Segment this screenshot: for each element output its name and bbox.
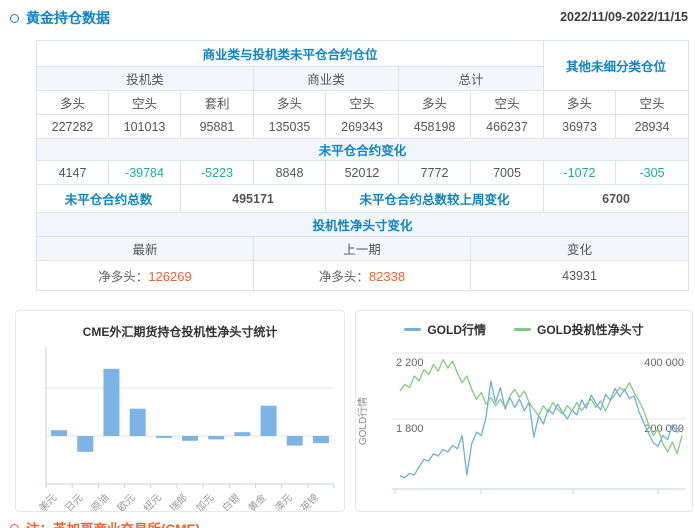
subgroup-commercial: 商业类 (253, 66, 399, 91)
table-row: 净多头：126269 净多头：82338 43931 (36, 260, 690, 291)
charts-row: CME外汇期货持仓投机性净头寸统计 美元 日元 原油 欧元 纽元 瑞郎 加元 白银 黄金 澳元 英镑… (15, 310, 693, 512)
col-header: 空头 (615, 90, 690, 115)
net-col-header-latest: 最新 (36, 236, 254, 261)
change-value: 7772 (398, 160, 471, 185)
line-chart-panel: GOLD行情 GOLD投机性净头寸 2 200 1 800 400 000 200 0… (355, 310, 693, 512)
change-value: -1072 (543, 160, 617, 185)
positions-table: 商业类与投机类未平仓合约仓位 其他未细分类仓位 投机类 商业类 总计 多头 空头… (35, 40, 690, 291)
footnote: 注：芝加哥商业交易所(CME) (10, 518, 200, 528)
col-header: 多头 (398, 90, 471, 115)
table-row: 投机性净头寸变化 (35, 212, 690, 237)
legend-item-gold-price: GOLD行情 (404, 321, 486, 338)
net-change-value: 43931 (469, 260, 690, 291)
open-interest-value: 269343 (325, 114, 399, 139)
table-row: 未平仓合约总数 495171 未平仓合约总数较上周变化 6700 (36, 184, 690, 213)
net-latest-label: 净多头： (98, 270, 149, 284)
open-interest-value: 227282 (36, 114, 109, 139)
legend-item-net-position: GOLD投机性净头寸 (514, 321, 644, 338)
svg-text:纽元: 纽元 (141, 491, 164, 512)
change-value: -39784 (108, 160, 181, 185)
open-interest-value: 28934 (615, 114, 690, 139)
svg-text:英镑: 英镑 (298, 491, 321, 512)
net-latest-cell: 净多头：126269 (36, 260, 254, 291)
svg-text:原油: 原油 (88, 491, 111, 512)
net-section-header: 投机性净头寸变化 (35, 212, 690, 237)
net-previous-cell: 净多头：82338 (253, 260, 471, 291)
table-row: 未平仓合约变化 (35, 138, 690, 161)
col-header: 多头 (36, 90, 109, 115)
col-header: 套利 (180, 90, 254, 115)
table-row: 227282 101013 95881 135035 269343 458198… (36, 114, 690, 139)
page-title-text: 黄金持仓数据 (26, 10, 110, 26)
line-chart-legend: GOLD行情 GOLD投机性净头寸 (356, 311, 692, 339)
svg-text:400 000: 400 000 (644, 357, 684, 369)
net-prev-value: 82338 (368, 269, 406, 284)
table-row: 最新 上一期 变化 (36, 236, 690, 261)
open-interest-value: 101013 (108, 114, 181, 139)
subgroup-speculative: 投机类 (36, 66, 254, 91)
svg-text:日元: 日元 (63, 492, 85, 512)
svg-text:加元: 加元 (194, 492, 217, 512)
table-row: 商业类与投机类未平仓合约仓位 其他未细分类仓位 (35, 40, 690, 91)
net-prev-label: 净多头： (318, 270, 369, 284)
svg-text:黄金: 黄金 (245, 491, 268, 512)
col-header: 多头 (543, 90, 617, 115)
total-value: 495171 (180, 184, 326, 213)
bar-chart: 美元 日元 原油 欧元 纽元 瑞郎 加元 白银 黄金 澳元 英镑 (36, 347, 335, 512)
col-header: 空头 (325, 90, 399, 115)
open-interest-value: 36973 (543, 114, 617, 139)
col-header: 空头 (108, 90, 181, 115)
report-header: 黄金持仓数据 2022/11/09-2022/11/15 (10, 8, 688, 32)
total-label: 未平仓合约总数 (36, 184, 181, 213)
open-interest-value: 466237 (469, 114, 545, 139)
legend-label: GOLD投机性净头寸 (537, 322, 644, 337)
svg-text:白银: 白银 (219, 491, 242, 512)
change-value: 7005 (469, 160, 545, 185)
svg-text:欧元: 欧元 (115, 492, 138, 512)
table-row: 4147 -39784 -5223 8848 52012 7772 7005 -… (36, 160, 690, 185)
svg-text:美元: 美元 (36, 491, 59, 512)
open-interest-value: 135035 (253, 114, 326, 139)
total-change-value: 6700 (543, 184, 690, 213)
bar-chart-title: CME外汇期货持仓投机性净头寸统计 (82, 325, 278, 339)
bar-chart-panel: CME外汇期货持仓投机性净头寸统计 美元 日元 原油 欧元 纽元 瑞郎 加元 白银 黄金 澳元 英镑 (15, 310, 345, 512)
page-title: 黄金持仓数据 (10, 8, 688, 28)
net-col-header-previous: 上一期 (253, 236, 471, 261)
group-header-right: 其他未细分类仓位 (543, 40, 690, 91)
svg-text:1 800: 1 800 (396, 423, 424, 435)
line-chart: 2 200 1 800 400 000 200 000 GOLD行情 (356, 352, 686, 494)
legend-label: GOLD行情 (427, 322, 486, 337)
net-latest-value: 126269 (148, 269, 192, 284)
change-section-header: 未平仓合约变化 (35, 138, 690, 161)
table-row: 多头 空头 套利 多头 空头 多头 空头 多头 空头 (36, 90, 690, 115)
blue-line-swatch-icon (404, 327, 422, 331)
change-value: 8848 (253, 160, 326, 185)
open-interest-value: 458198 (398, 114, 471, 139)
change-value: -5223 (180, 160, 254, 185)
svg-text:200 000: 200 000 (644, 423, 684, 435)
bullet-circle-icon (10, 13, 19, 23)
bullet-circle-icon (10, 523, 19, 528)
open-interest-value: 95881 (180, 114, 254, 139)
net-col-header-change: 变化 (469, 236, 690, 261)
svg-text:GOLD行情: GOLD行情 (356, 397, 369, 445)
green-line-swatch-icon (514, 327, 531, 331)
col-header: 空头 (469, 90, 545, 115)
date-range: 2022/11/09-2022/11/15 (560, 10, 688, 24)
svg-text:瑞郎: 瑞郎 (167, 491, 190, 512)
change-value: -305 (615, 160, 690, 185)
change-value: 52012 (325, 160, 399, 185)
footnote-text: 注：芝加哥商业交易所(CME) (26, 518, 200, 528)
col-header: 多头 (253, 90, 326, 115)
subgroup-total: 总计 (397, 66, 545, 91)
group-header-left: 商业类与投机类未平仓合约仓位 (35, 40, 545, 67)
total-change-label: 未平仓合约总数较上周变化 (324, 184, 545, 213)
change-value: 4147 (36, 160, 109, 185)
svg-text:澳元: 澳元 (272, 491, 295, 512)
svg-text:2 200: 2 200 (396, 357, 424, 369)
